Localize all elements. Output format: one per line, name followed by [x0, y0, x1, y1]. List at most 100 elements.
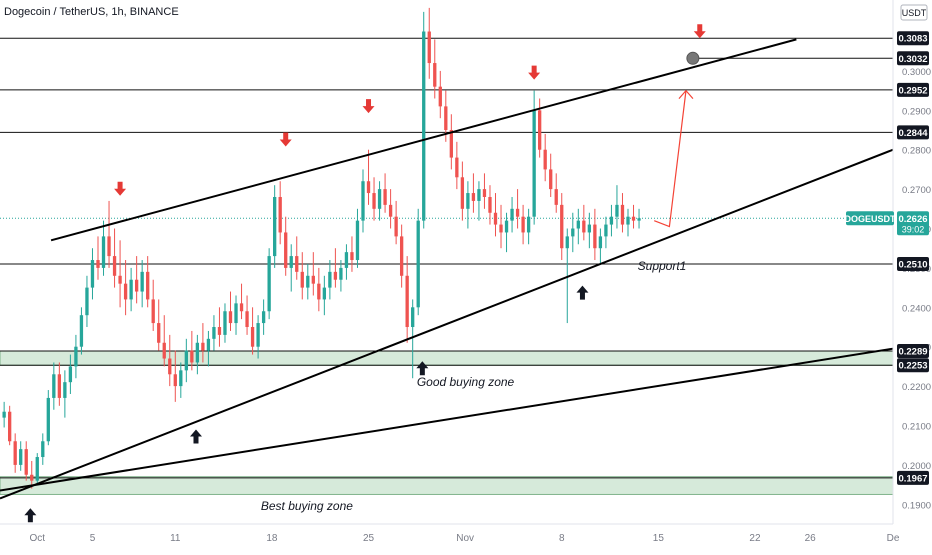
candle-body-45: [250, 327, 255, 347]
candle-body-21: [118, 275, 122, 284]
candle-body-37: [206, 338, 211, 351]
up-arrow-2: [416, 361, 429, 376]
candle-body-12: [68, 366, 73, 383]
up-arrow-0: [24, 508, 37, 523]
candle-body-79: [438, 86, 442, 107]
candle-body-68: [377, 189, 382, 209]
y-tick-label-3: 0.2200: [902, 382, 931, 393]
candle-body-97: [538, 110, 542, 150]
candle-body-102: [565, 236, 569, 249]
candle-body-63: [350, 252, 354, 261]
down-arrow-2: [362, 99, 375, 114]
candles-layer: [2, 7, 641, 489]
price-axis[interactable]: 0.19000.20000.21000.22000.23000.24000.25…: [844, 0, 931, 524]
x-tick-label-7: 15: [653, 533, 665, 544]
candle-body-112: [620, 204, 625, 225]
forecast-arrowhead: [678, 89, 694, 100]
time-axis[interactable]: Oct 5 11 18 25 Nov 8 15 22 26 De: [0, 523, 900, 544]
x-tick-label-2: 11: [170, 533, 181, 544]
candle-body-51: [284, 232, 288, 268]
forecast-path: [654, 90, 687, 228]
candle-body-104: [576, 220, 580, 229]
candle-body-72: [399, 236, 404, 276]
current-price-label: 0.2626: [898, 214, 927, 225]
candle-body-94: [521, 216, 525, 233]
candle-body-114: [631, 216, 636, 221]
up-arrow-3: [576, 285, 589, 300]
candle-body-5: [30, 474, 34, 481]
candle-body-74: [411, 307, 415, 328]
down-arrow-3: [528, 65, 541, 80]
candle-body-11: [63, 382, 67, 398]
x-tick-label-10: De: [887, 533, 900, 544]
candle-body-100: [554, 189, 558, 205]
x-tick-label-3: 18: [266, 533, 278, 544]
candle-body-90: [499, 224, 503, 233]
level-badge-label-5: 0.2289: [898, 347, 927, 358]
x-tick-label-6: 8: [559, 533, 565, 544]
level-badge-5: [897, 344, 929, 359]
level-badge-label-4: 0.2510: [898, 259, 927, 270]
candle-body-105: [582, 220, 586, 233]
x-tick-label-5: Nov: [456, 533, 474, 544]
candle-body-2: [13, 441, 17, 465]
candle-body-62: [344, 252, 349, 268]
down-arrow-1: [279, 132, 292, 147]
candle-body-43: [239, 303, 244, 312]
y-tick-label-9: 0.2800: [902, 146, 931, 157]
level-badge-label-0: 0.3083: [898, 34, 927, 45]
level-badge-label-7: 0.1967: [898, 473, 927, 484]
y-tick-label-5: 0.2400: [902, 303, 931, 314]
candle-body-111: [615, 204, 619, 217]
candle-body-60: [333, 271, 338, 280]
countdown-label: 39:02: [902, 224, 925, 234]
annotations-layer: Good buying zone Best buying zone Support1: [261, 259, 687, 513]
level-badge-label-2: 0.2952: [898, 85, 927, 96]
candle-body-110: [609, 216, 614, 225]
candle-body-17: [96, 260, 100, 268]
buying-zone-1: [0, 476, 894, 495]
level-badge-3: [897, 125, 929, 140]
symbol-badge: [846, 211, 894, 226]
candle-body-7: [41, 441, 45, 458]
candle-body-70: [388, 204, 393, 217]
annotation-0: Support1: [638, 259, 687, 273]
candle-body-92: [510, 208, 514, 221]
candle-body-10: [57, 374, 62, 398]
level-badge-2: [897, 82, 929, 97]
level-badge-4: [897, 256, 929, 271]
candle-body-106: [587, 224, 592, 233]
candle-body-81: [449, 130, 453, 158]
markers-layer: [24, 24, 706, 523]
candle-body-95: [526, 216, 531, 233]
trendline-2: [0, 347, 894, 492]
candle-body-36: [201, 342, 205, 351]
candle-body-59: [328, 271, 332, 288]
level-badge-label-1: 0.3032: [898, 54, 927, 65]
level-badge-1: [897, 51, 929, 66]
candle-body-35: [195, 342, 200, 363]
candle-body-58: [322, 287, 327, 300]
x-tick-label-1: 5: [90, 533, 96, 544]
currency-badge[interactable]: [900, 4, 928, 21]
candle-body-54: [300, 271, 304, 288]
candle-body-9: [52, 374, 56, 398]
candle-body-71: [394, 216, 398, 237]
candle-body-65: [361, 181, 365, 221]
candle-body-3: [19, 449, 23, 465]
candle-body-53: [295, 256, 299, 272]
candle-body-28: [157, 323, 161, 343]
candle-body-29: [162, 342, 166, 359]
candle-body-80: [444, 106, 448, 131]
candle-body-61: [339, 267, 343, 280]
x-tick-label-4: 25: [363, 533, 375, 544]
target-marker: [686, 51, 700, 65]
level-badge-7: [897, 470, 929, 485]
candle-body-98: [543, 149, 547, 170]
trendline-0: [50, 38, 797, 242]
candle-body-31: [173, 374, 177, 387]
buying-zone-0: [0, 350, 894, 366]
zone-label-1: Best buying zone: [261, 499, 353, 513]
